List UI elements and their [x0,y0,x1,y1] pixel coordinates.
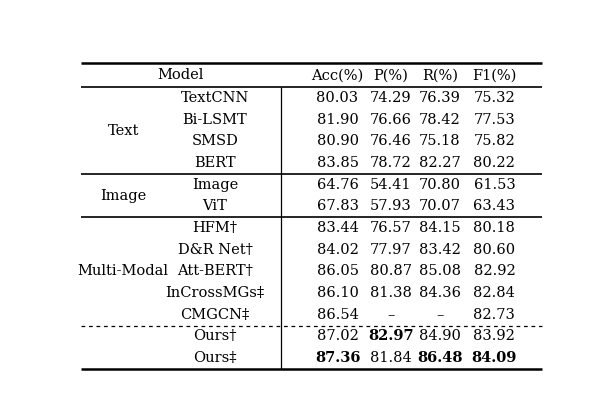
Text: SMSD: SMSD [192,134,238,148]
Text: 76.57: 76.57 [370,221,412,235]
Text: HFM†: HFM† [193,221,238,235]
Text: Ours‡: Ours‡ [193,351,237,365]
Text: 82.92: 82.92 [474,265,516,278]
Text: ViT: ViT [202,200,227,213]
Text: CMGCN‡: CMGCN‡ [181,308,250,322]
Text: BERT: BERT [194,156,236,170]
Text: R(%): R(%) [422,68,458,82]
Text: 84.02: 84.02 [317,243,359,257]
Text: 80.87: 80.87 [370,265,412,278]
Text: 70.80: 70.80 [419,178,461,192]
Text: 86.48: 86.48 [417,351,463,365]
Text: 86.10: 86.10 [317,286,359,300]
Text: 80.18: 80.18 [474,221,516,235]
Text: 83.85: 83.85 [317,156,359,170]
Text: 80.22: 80.22 [474,156,516,170]
Text: 77.53: 77.53 [474,113,516,127]
Text: 82.27: 82.27 [419,156,461,170]
Text: 75.18: 75.18 [419,134,461,148]
Text: TextCNN: TextCNN [181,91,249,105]
Text: 85.08: 85.08 [419,265,461,278]
Text: 84.36: 84.36 [419,286,461,300]
Text: 75.82: 75.82 [474,134,516,148]
Text: 86.54: 86.54 [317,308,359,322]
Text: 80.60: 80.60 [474,243,516,257]
Text: Model: Model [157,68,204,82]
Text: –: – [436,308,443,322]
Text: 78.72: 78.72 [370,156,412,170]
Text: 77.97: 77.97 [370,243,412,257]
Text: Ours†: Ours† [193,329,237,344]
Text: 80.03: 80.03 [316,91,359,105]
Text: 70.07: 70.07 [419,200,461,213]
Text: 84.15: 84.15 [419,221,461,235]
Text: 75.32: 75.32 [474,91,516,105]
Text: InCrossMGs‡: InCrossMGs‡ [165,286,264,300]
Text: Text: Text [108,123,139,138]
Text: 86.05: 86.05 [317,265,359,278]
Text: 81.38: 81.38 [370,286,412,300]
Text: 64.76: 64.76 [317,178,359,192]
Text: 81.84: 81.84 [370,351,412,365]
Text: 87.36: 87.36 [315,351,361,365]
Text: 67.83: 67.83 [317,200,359,213]
Text: D&R Net†: D&R Net† [178,243,252,257]
Text: P(%): P(%) [373,68,408,82]
Text: Bi-LSMT: Bi-LSMT [182,113,247,127]
Text: 54.41: 54.41 [370,178,412,192]
Text: 81.90: 81.90 [317,113,358,127]
Text: 76.46: 76.46 [370,134,412,148]
Text: 63.43: 63.43 [474,200,516,213]
Text: 80.90: 80.90 [317,134,359,148]
Text: 74.29: 74.29 [370,91,412,105]
Text: Acc(%): Acc(%) [311,68,364,82]
Text: 76.66: 76.66 [370,113,412,127]
Text: 83.44: 83.44 [317,221,359,235]
Text: 82.84: 82.84 [474,286,516,300]
Text: 61.53: 61.53 [474,178,516,192]
Text: 83.92: 83.92 [474,329,516,344]
Text: –: – [387,308,395,322]
Text: 82.97: 82.97 [368,329,413,344]
Text: F1(%): F1(%) [472,68,517,82]
Text: 83.42: 83.42 [419,243,461,257]
Text: 78.42: 78.42 [419,113,461,127]
Text: Multi-Modal: Multi-Modal [78,265,168,278]
Text: 57.93: 57.93 [370,200,412,213]
Text: 76.39: 76.39 [419,91,461,105]
Text: 84.09: 84.09 [472,351,517,365]
Text: 82.73: 82.73 [474,308,516,322]
Text: Image: Image [192,178,238,192]
Text: 84.90: 84.90 [419,329,461,344]
Text: 87.02: 87.02 [317,329,359,344]
Text: Att-BERT†: Att-BERT† [177,265,253,278]
Text: Image: Image [100,189,147,202]
